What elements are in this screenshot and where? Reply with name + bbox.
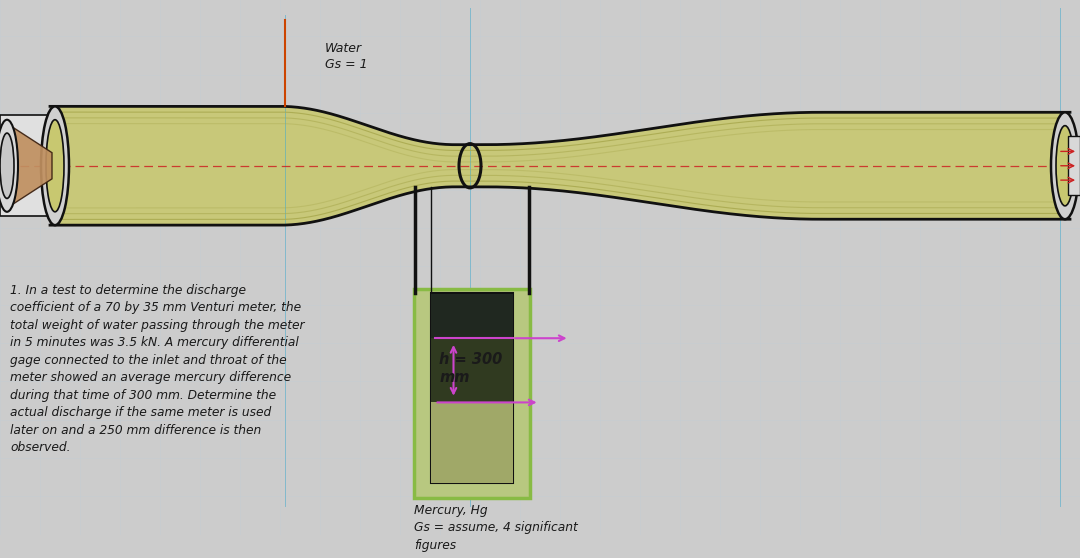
- Ellipse shape: [1056, 126, 1074, 206]
- Bar: [432, 338, 513, 402]
- Text: Water
Gs = 1: Water Gs = 1: [325, 42, 367, 71]
- FancyBboxPatch shape: [415, 290, 529, 498]
- Ellipse shape: [1051, 112, 1079, 219]
- Bar: [432, 293, 513, 483]
- Ellipse shape: [41, 107, 69, 225]
- Bar: [0, 116, 55, 217]
- Bar: [432, 402, 513, 483]
- Bar: [1068, 136, 1080, 195]
- Bar: [432, 294, 513, 338]
- Text: Mercury, Hg
Gs = assume, 4 significant
figures: Mercury, Hg Gs = assume, 4 significant f…: [415, 504, 578, 552]
- Text: h = 300
mm: h = 300 mm: [440, 352, 503, 384]
- Text: 1. In a test to determine the discharge
coefficient of a 70 by 35 mm Venturi met: 1. In a test to determine the discharge …: [10, 283, 305, 454]
- Ellipse shape: [46, 120, 64, 212]
- Ellipse shape: [0, 120, 18, 212]
- Polygon shape: [8, 124, 52, 208]
- Ellipse shape: [0, 133, 14, 199]
- Polygon shape: [50, 107, 1070, 225]
